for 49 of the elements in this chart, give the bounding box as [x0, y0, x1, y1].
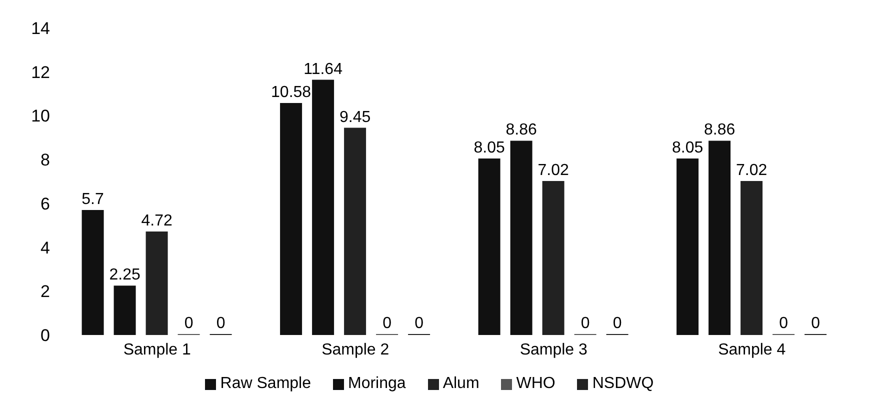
bar: [344, 128, 366, 335]
x-tick-label: Sample 2: [322, 341, 390, 358]
data-label: 9.45: [339, 108, 371, 126]
y-tick-label: 14: [31, 19, 50, 38]
data-label: 0: [779, 315, 788, 332]
bar: [146, 231, 168, 335]
data-label: 7.02: [538, 162, 569, 180]
data-label: 0: [580, 315, 590, 332]
data-label: 0: [216, 315, 226, 332]
data-label: 7.02: [736, 162, 768, 180]
bar: [114, 286, 136, 335]
data-label: 4.72: [141, 212, 172, 230]
data-label: 2.25: [109, 266, 140, 284]
legend-label: Raw Sample: [220, 375, 311, 393]
x-tick-label: Sample 3: [520, 341, 588, 358]
legend-label: WHO: [516, 375, 556, 393]
y-tick-label: 6: [40, 194, 50, 214]
legend-label: Moringa: [348, 375, 406, 393]
data-label: 0: [382, 315, 392, 332]
x-tick-label: Sample 1: [123, 341, 192, 358]
data-label: 8.86: [506, 122, 537, 139]
data-label: 0: [811, 315, 820, 332]
data-label: 8.86: [704, 122, 736, 139]
data-label: 8.05: [474, 139, 505, 156]
bar: [82, 210, 104, 335]
data-label: 10.58: [271, 84, 312, 101]
data-label: 8.05: [672, 139, 704, 156]
data-label: 0: [184, 315, 194, 332]
bar: [312, 80, 334, 335]
data-label: 11.64: [304, 60, 343, 78]
y-tick-label: 12: [31, 62, 50, 82]
y-tick-label: 0: [40, 326, 50, 346]
y-tick-label: 2: [40, 282, 50, 302]
data-label: 5.7: [82, 191, 104, 208]
y-tick-label: 4: [40, 238, 50, 258]
legend-label: Alum: [442, 375, 480, 393]
bar: [542, 181, 564, 335]
data-label: 0: [612, 315, 622, 332]
legend-label: NSDWQ: [592, 375, 654, 393]
bar: [510, 140, 532, 335]
bar: [708, 140, 731, 335]
y-tick-label: 8: [40, 150, 50, 170]
bar: [676, 158, 699, 335]
y-tick-label: 10: [31, 106, 50, 126]
bar: [740, 181, 763, 335]
bar: [478, 158, 500, 335]
data-label: 0: [414, 315, 424, 332]
bar: [280, 102, 302, 335]
x-tick-label: Sample 4: [718, 341, 786, 358]
